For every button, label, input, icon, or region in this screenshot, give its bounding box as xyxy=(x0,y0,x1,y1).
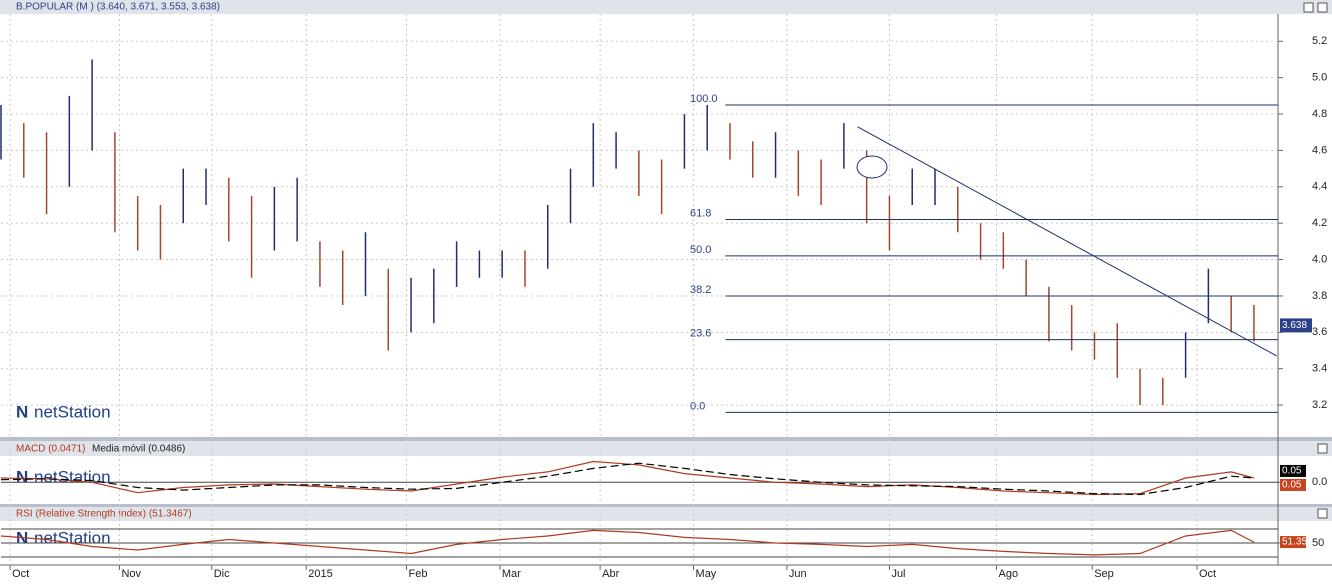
x-tick-label: Jul xyxy=(891,568,905,580)
value-tag-label: 0.05 xyxy=(1282,480,1302,491)
minimize-button[interactable] xyxy=(1303,2,1314,13)
value-tag xyxy=(1280,464,1306,477)
y-tick-label: 50 xyxy=(1312,537,1324,549)
close-button[interactable] xyxy=(1317,508,1328,519)
fib-label: 23.6 xyxy=(690,328,711,340)
y-tick-label: 3.6 xyxy=(1312,326,1327,338)
x-tick-label: Dic xyxy=(214,568,230,580)
x-tick-label: Mar xyxy=(502,568,521,580)
x-tick-label: Oct xyxy=(12,568,29,580)
fib-label: 38.2 xyxy=(690,284,711,296)
value-tag-label: 51.35 xyxy=(1282,537,1307,548)
y-tick-label: 5.2 xyxy=(1312,35,1327,47)
logo-icon: N xyxy=(16,467,28,486)
value-tag xyxy=(1280,478,1306,491)
y-tick-label: 3.8 xyxy=(1312,290,1327,302)
x-tick-label: 2015 xyxy=(308,568,332,580)
y-tick-label: 4.0 xyxy=(1312,253,1327,265)
y-tick-label: 3.4 xyxy=(1312,363,1327,375)
panel-header xyxy=(0,507,1332,521)
chart-title: B.POPULAR (M ) (3.640, 3.671, 3.553, 3.6… xyxy=(16,2,220,13)
x-tick-label: May xyxy=(696,568,717,580)
close-button[interactable] xyxy=(1317,2,1328,13)
panel-title: MACD (0.0471) xyxy=(16,444,85,455)
fib-label: 100.0 xyxy=(690,93,718,105)
panel-title: RSI (Relative Strength Index) (51.3467) xyxy=(16,509,192,520)
annotation-ellipse xyxy=(856,155,888,179)
x-tick-label: Feb xyxy=(408,568,427,580)
x-tick-label: Oct xyxy=(1199,568,1216,580)
series-line xyxy=(0,529,1255,556)
close-button[interactable] xyxy=(1317,443,1328,454)
series-line xyxy=(0,462,1254,496)
fib-label: 0.0 xyxy=(690,400,705,412)
separator xyxy=(0,437,1332,441)
panel-subtitle: Media móvil (0.0486) xyxy=(92,444,185,455)
last-price-tag xyxy=(1280,318,1312,333)
x-tick-label: Nov xyxy=(121,568,141,580)
y-tick-label: 0.0 xyxy=(1312,476,1327,488)
panel-header xyxy=(0,0,1332,14)
watermark: netStation xyxy=(34,402,111,421)
panel-header xyxy=(0,441,1332,456)
fib-label: 61.8 xyxy=(690,207,711,219)
y-tick-label: 4.2 xyxy=(1312,217,1327,229)
series-line xyxy=(0,460,1255,496)
y-tick-label: 5.0 xyxy=(1312,72,1327,84)
x-tick-label: Sep xyxy=(1094,568,1114,580)
y-tick-label: 4.6 xyxy=(1312,144,1327,156)
logo-icon: N xyxy=(16,402,28,421)
trend-line xyxy=(857,126,1277,357)
last-price-label: 3.638 xyxy=(1282,320,1307,331)
y-tick-label: 3.2 xyxy=(1312,399,1327,411)
x-tick-label: Abr xyxy=(602,568,619,580)
x-tick-label: Jun xyxy=(789,568,807,580)
x-tick-label: Ago xyxy=(999,568,1019,580)
value-tag xyxy=(1280,536,1306,549)
watermark: netStation xyxy=(34,528,111,547)
fib-label: 50.0 xyxy=(690,244,711,256)
value-tag-label: 0.05 xyxy=(1282,466,1302,477)
y-tick-label: 4.4 xyxy=(1312,181,1327,193)
y-tick-label: 4.8 xyxy=(1312,108,1327,120)
separator xyxy=(0,504,1332,507)
